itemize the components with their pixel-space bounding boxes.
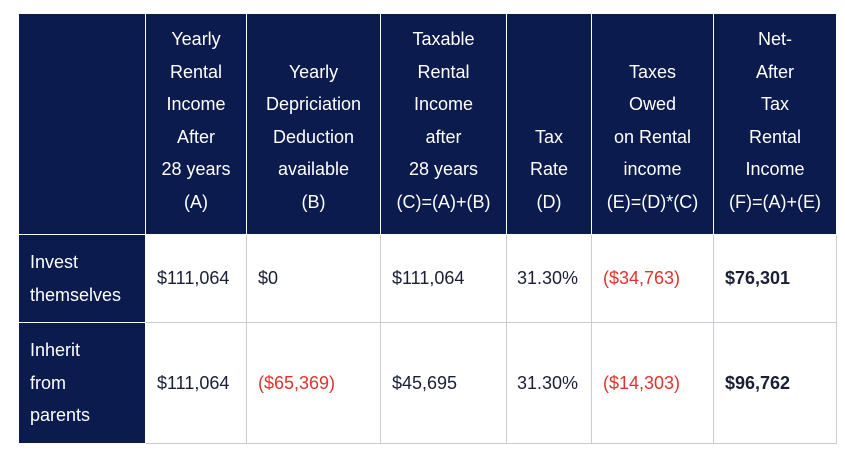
row-label-inherit-from-parents: Inherit from parents bbox=[18, 322, 146, 444]
header-empty-corner bbox=[18, 13, 146, 235]
header-row: Yearly Rental Income After 28 years (A) … bbox=[18, 13, 837, 235]
cell-tax-rate: 31.30% bbox=[506, 322, 592, 444]
header-taxes-owed: Taxes Owed on Rental income (E)=(D)*(C) bbox=[591, 13, 714, 235]
cell-rental-income: $111,064 bbox=[145, 322, 247, 444]
header-taxable-rental-income: Taxable Rental Income after 28 years (C)… bbox=[380, 13, 507, 235]
cell-tax-rate: 31.30% bbox=[506, 234, 592, 323]
cell-taxes-owed: ($14,303) bbox=[591, 322, 714, 444]
cell-net-income: $96,762 bbox=[713, 322, 837, 444]
table-row: Invest themselves $111,064 $0 $111,064 3… bbox=[18, 234, 837, 323]
cell-taxable-income: $45,695 bbox=[380, 322, 507, 444]
cell-taxable-income: $111,064 bbox=[380, 234, 507, 323]
cell-rental-income: $111,064 bbox=[145, 234, 247, 323]
row-label-invest-themselves: Invest themselves bbox=[18, 234, 146, 323]
cell-taxes-owed: ($34,763) bbox=[591, 234, 714, 323]
header-depreciation-deduction: Yearly Depriciation Deduction available … bbox=[246, 13, 381, 235]
table-row: Inherit from parents $111,064 ($65,369) … bbox=[18, 322, 837, 444]
cell-depreciation: $0 bbox=[246, 234, 381, 323]
header-net-after-tax-income: Net- After Tax Rental Income (F)=(A)+(E) bbox=[713, 13, 837, 235]
cell-depreciation: ($65,369) bbox=[246, 322, 381, 444]
header-tax-rate: Tax Rate (D) bbox=[506, 13, 592, 235]
cell-net-income: $76,301 bbox=[713, 234, 837, 323]
rental-income-tax-table: Yearly Rental Income After 28 years (A) … bbox=[18, 13, 837, 444]
header-yearly-rental-income: Yearly Rental Income After 28 years (A) bbox=[145, 13, 247, 235]
